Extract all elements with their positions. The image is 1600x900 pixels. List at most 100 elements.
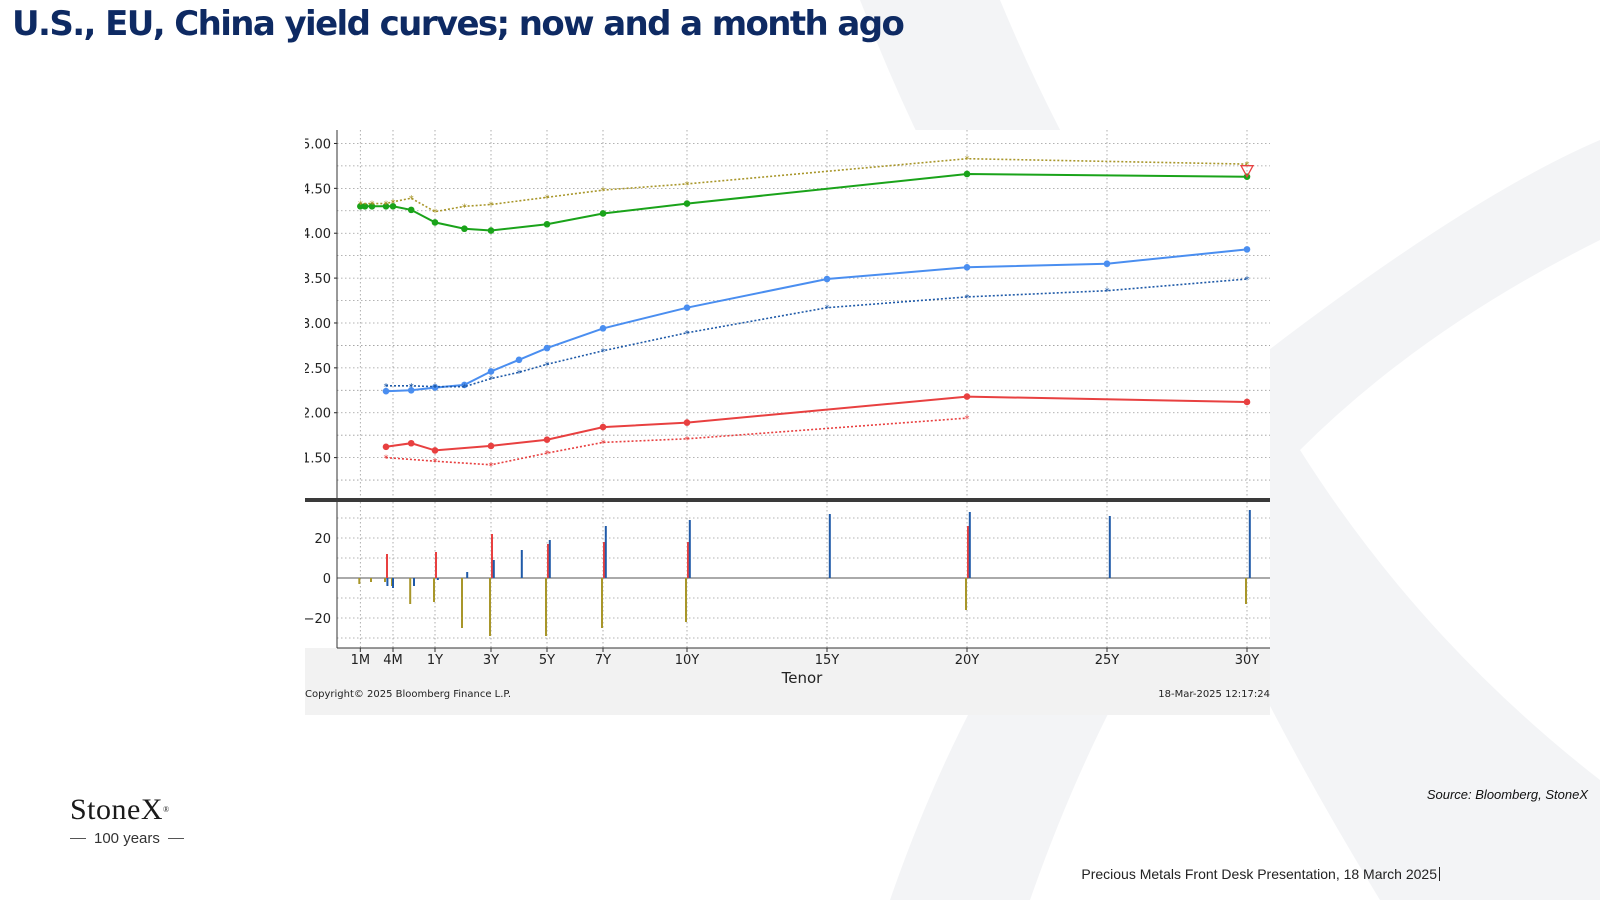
- bar: [685, 578, 687, 622]
- timestamp-text: 18-Mar-2025 12:17:24: [1158, 689, 1270, 700]
- bar: [603, 542, 605, 578]
- data-point: [382, 387, 390, 395]
- data-point: [683, 304, 691, 312]
- x-tick-label: 25Y: [1095, 653, 1120, 668]
- bar: [547, 544, 549, 578]
- x-tick-label: 10Y: [675, 653, 700, 668]
- x-tick-label: 3Y: [483, 653, 499, 668]
- data-point: [431, 384, 439, 391]
- y-tick-label: 2.00: [305, 407, 331, 422]
- data-point: *: [685, 435, 690, 446]
- data-point: *: [433, 208, 438, 219]
- data-point: *: [384, 382, 389, 393]
- data-point: [431, 447, 439, 454]
- bar: [433, 578, 435, 602]
- bar: [491, 534, 493, 578]
- data-point: *: [384, 454, 389, 465]
- bar: [1248, 510, 1251, 578]
- x-tick-label: 7Y: [595, 653, 611, 668]
- brand-name: StoneX®: [70, 793, 170, 826]
- x-tick-label: 5Y: [539, 653, 555, 668]
- data-point: *: [1245, 275, 1250, 286]
- data-point: [407, 206, 415, 214]
- x-tick-label: 1Y: [427, 653, 443, 668]
- data-point: [599, 325, 607, 332]
- bar: [965, 578, 967, 610]
- data-point: *: [433, 383, 438, 394]
- data-point: [1243, 246, 1251, 253]
- data-point: *: [601, 347, 606, 358]
- data-point: *: [965, 293, 970, 304]
- data-point: *: [489, 461, 494, 472]
- y-tick-label: 4.00: [305, 227, 331, 242]
- y-tick-label: 3.50: [305, 272, 331, 287]
- data-point: [357, 202, 364, 210]
- data-point: *: [965, 414, 970, 425]
- data-point: [461, 225, 468, 233]
- bar: [968, 512, 971, 578]
- bar: [409, 578, 412, 604]
- x-tick-label: 4M: [383, 653, 403, 668]
- data-point: *: [358, 200, 363, 211]
- last-value-marker: [1239, 165, 1255, 179]
- data-point: *: [433, 457, 438, 468]
- data-point: [361, 202, 369, 210]
- series-line: [386, 278, 1248, 388]
- data-point: [389, 202, 397, 210]
- data-point: [599, 210, 607, 217]
- x-tick-label: 15Y: [815, 653, 840, 668]
- lower-y-tick-label: −20: [305, 612, 331, 627]
- data-point: *: [409, 194, 414, 205]
- bar: [466, 572, 469, 578]
- footer-text: Precious Metals Front Desk Presentation,…: [1081, 866, 1440, 882]
- lower-panel-bg: [337, 502, 1270, 648]
- bar: [548, 540, 551, 578]
- bar: [687, 542, 689, 578]
- data-point: [963, 264, 971, 271]
- stonex-logo: StoneX® 100 years: [70, 794, 200, 847]
- data-point: [543, 344, 551, 352]
- data-point: *: [489, 200, 494, 211]
- data-point: *: [685, 180, 690, 191]
- data-point: [963, 393, 971, 400]
- upper-panel-bg: [337, 130, 1270, 498]
- data-point: [487, 368, 495, 375]
- data-point: [1103, 260, 1111, 268]
- panel-divider: [305, 498, 1270, 502]
- y-tick-label: 1.50: [305, 452, 331, 467]
- source-note: Source: Bloomberg, StoneX: [1426, 787, 1588, 802]
- bar: [967, 526, 969, 578]
- bar: [435, 552, 437, 578]
- data-point: *: [384, 200, 389, 211]
- data-point: [382, 202, 390, 210]
- bar: [386, 578, 389, 586]
- x-tick-label: 20Y: [955, 653, 980, 668]
- data-point: *: [601, 438, 606, 449]
- bar: [413, 578, 415, 586]
- data-point: [823, 275, 831, 283]
- x-axis-band: [305, 648, 1270, 715]
- bar: [386, 554, 388, 578]
- yield-curve-chart: 5.00 4.50 4.00 3.50 3.00 2.50 2.00 1.50 20 0 −20 * *…: [302, 130, 1295, 715]
- data-point: [1243, 398, 1251, 406]
- data-point: *: [370, 200, 375, 211]
- data-point: *: [409, 382, 414, 393]
- data-point: [683, 200, 691, 207]
- y-tick-label: 2.50: [305, 362, 331, 377]
- data-point: [599, 423, 607, 431]
- data-point: *: [825, 304, 830, 315]
- bar: [370, 578, 372, 582]
- lower-y-tick-label: 20: [314, 532, 331, 547]
- bar: [601, 578, 603, 628]
- bar: [1108, 516, 1111, 578]
- bar: [489, 578, 491, 636]
- copyright-text: Copyright© 2025 Bloomberg Finance L.P.: [305, 689, 511, 700]
- y-tick-label: 3.00: [305, 317, 331, 332]
- bar: [1245, 578, 1247, 604]
- data-point: [407, 439, 415, 447]
- bar: [461, 578, 463, 628]
- x-tick-label: 30Y: [1235, 653, 1260, 668]
- data-point: [543, 220, 551, 228]
- data-point: *: [545, 449, 550, 460]
- data-point: *: [545, 193, 550, 204]
